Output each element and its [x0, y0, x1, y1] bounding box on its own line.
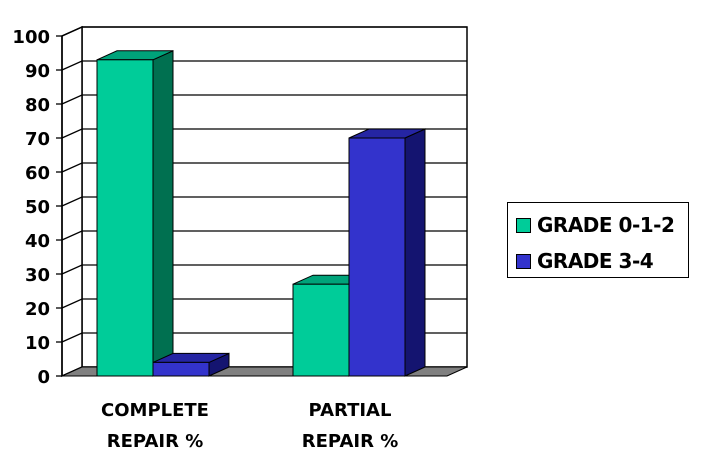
gridline — [61, 128, 467, 139]
gridline — [61, 60, 467, 71]
legend-label-grade-3-4: GRADE 3-4 — [537, 249, 654, 273]
gridline — [61, 162, 467, 173]
gridline — [61, 196, 467, 207]
legend-item-grade-0-1-2: GRADE 0-1-2 — [516, 213, 675, 237]
y-tick-label: 70 — [25, 129, 50, 150]
y-tick-label: 60 — [25, 163, 50, 184]
gridline — [61, 26, 467, 37]
bar-grade-3-4-partial — [348, 137, 406, 377]
bar-grade-0-1-2-partial — [292, 283, 350, 377]
y-tick-label: 30 — [25, 265, 50, 286]
bar-grade-0-1-2-complete-side — [152, 50, 174, 377]
gridline — [61, 264, 467, 275]
gridline — [61, 230, 467, 241]
bar-grade-3-4-partial-side — [404, 128, 426, 377]
gridline — [61, 94, 467, 105]
y-tick-label: 20 — [25, 299, 50, 320]
bar-grade-0-1-2-complete — [96, 59, 154, 377]
legend-swatch-grade-3-4 — [516, 253, 531, 269]
x-tick-label: PARTIAL REPAIR % — [302, 400, 399, 452]
y-tick-label: 80 — [25, 95, 50, 116]
legend-item-grade-3-4: GRADE 3-4 — [516, 249, 654, 273]
y-tick-label: 10 — [25, 333, 50, 354]
chart-legend: GRADE 0-1-2 GRADE 3-4 — [507, 202, 689, 278]
bar-grade-3-4-complete — [152, 361, 210, 377]
x-tick-label: COMPLETE REPAIR % — [101, 400, 209, 452]
y-tick-label: 50 — [25, 197, 50, 218]
legend-swatch-grade-0-1-2 — [516, 217, 531, 233]
y-tick-label: 40 — [25, 231, 50, 252]
y-tick-label: 90 — [25, 61, 50, 82]
y-tick-label: 100 — [12, 27, 50, 48]
legend-label-grade-0-1-2: GRADE 0-1-2 — [537, 213, 675, 237]
y-tick-label: 0 — [37, 367, 50, 388]
